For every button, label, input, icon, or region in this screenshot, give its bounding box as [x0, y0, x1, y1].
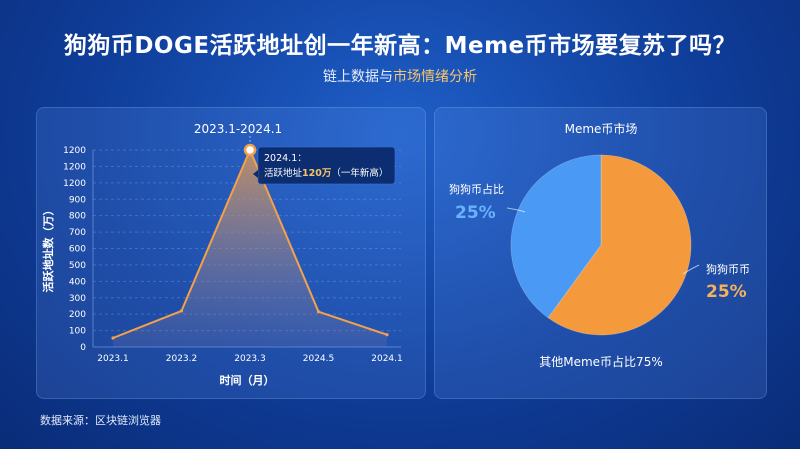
active-address-chart: 2023.1-2024.1 0 100 200 300 400 500 600 700 800 90…	[41, 122, 403, 387]
subtitle-highlight: 市场情绪分析	[393, 69, 477, 85]
pie-slice	[547, 154, 692, 336]
orange-slice-label: 狗狗币币	[706, 263, 750, 276]
data-point	[385, 333, 389, 337]
pie-title: Meme币市场	[565, 121, 638, 136]
y-tick-label: 1200	[63, 179, 86, 189]
x-tick-label: 2024.5	[303, 354, 335, 364]
tooltip-line2-suffix: （一年新高）	[331, 167, 388, 179]
y-tick-label: 600	[69, 245, 86, 255]
tooltip-line2-prefix: 活跃地址	[264, 167, 303, 179]
y-tick-label: 1200	[63, 162, 86, 172]
tooltip-box	[257, 146, 396, 185]
chart-title: 2023.1-2024.1	[194, 122, 282, 136]
data-point	[111, 336, 115, 340]
pie-slice	[510, 154, 602, 319]
y-tick-label: 300	[69, 294, 86, 304]
blue-slice-label: 狗狗币占比	[449, 182, 504, 196]
y-axis-label: 活跃地址数（万）	[41, 205, 55, 293]
x-tick-label: 2023.1	[97, 354, 129, 364]
y-tick-label: 0	[80, 343, 86, 353]
y-tick-label: 800	[69, 212, 86, 222]
pie-caption: 其他Meme币占比75%	[539, 354, 662, 369]
y-tick-label: 100	[69, 327, 86, 337]
pie-chart-panel: Meme币市场狗狗币币 25% 狗狗币占比 25% 其他Meme币占比75%	[434, 107, 767, 399]
tooltip-highlight: 120万	[302, 168, 332, 179]
x-axis-label: 时间（月）	[220, 373, 275, 387]
tooltip-pointer	[253, 170, 258, 178]
source-note: 数据来源：区块链浏览器	[40, 414, 161, 427]
x-tick-label: 2024.1	[371, 354, 403, 364]
tooltip-line1: 2024.1：	[264, 153, 307, 164]
x-tick-label: 2023.2	[166, 354, 198, 364]
page-title: 狗狗币DOGE活跃地址创一年新高：Meme币市场要复苏了吗？	[63, 33, 737, 59]
area-fill	[113, 150, 387, 347]
data-point	[179, 309, 184, 313]
peak-marker	[243, 143, 257, 157]
y-tick-label: 500	[69, 261, 86, 271]
blue-slice-value: 25%	[455, 203, 496, 223]
orange-slice-value: 25%	[706, 282, 747, 302]
data-point	[316, 310, 321, 314]
y-tick-label: 1200	[63, 146, 86, 156]
subtitle-plain: 链上数据与	[323, 69, 393, 85]
page-subtitle: 链上数据与市场情绪分析	[0, 66, 800, 86]
y-tick-label: 400	[69, 277, 86, 287]
y-tick-label: 900	[69, 195, 86, 205]
orange-leader-line	[682, 264, 700, 275]
x-tick-label: 2023.3	[234, 354, 266, 364]
peak-tooltip: 2024.1： 活跃地址120万（一年新高）	[253, 146, 396, 185]
line-chart-panel: 2023.1-2024.1 0 100 200 300 400 500 600 700 800 90…	[36, 107, 426, 399]
y-tick-label: 200	[69, 310, 86, 320]
y-tick-label: 700	[69, 228, 86, 238]
tooltip-line2: 活跃地址120万（一年新高）	[264, 167, 388, 179]
blue-leader-line	[506, 207, 526, 213]
